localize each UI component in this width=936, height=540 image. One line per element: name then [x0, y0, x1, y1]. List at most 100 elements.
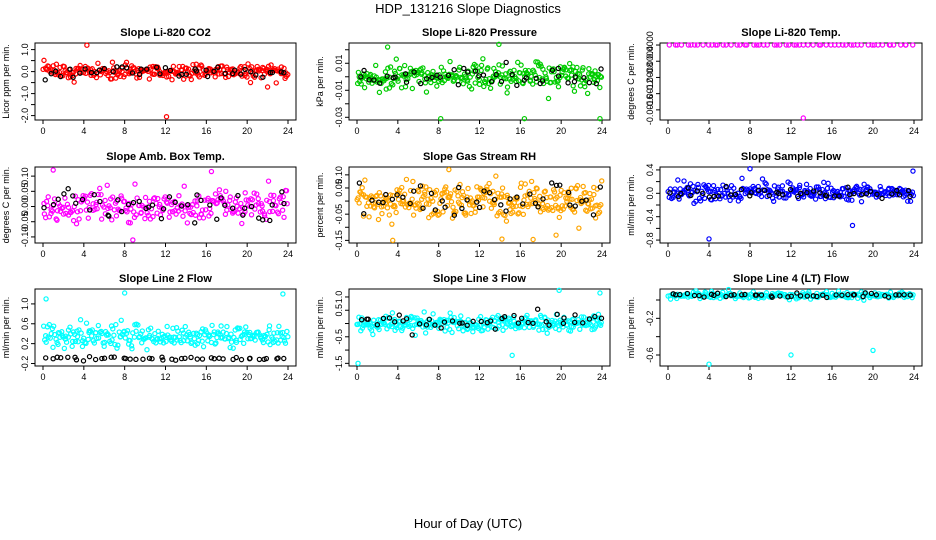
y-axis-label: ml/min per min. [626, 297, 636, 359]
outlier-point [438, 115, 444, 122]
outlier-point [556, 287, 562, 294]
data-point [500, 327, 506, 334]
data-point-secondary [696, 292, 702, 299]
data-point [241, 63, 248, 70]
data-point [124, 327, 131, 334]
data-point [371, 205, 378, 211]
data-point [485, 65, 491, 71]
data-point [483, 76, 489, 83]
data-point [562, 203, 568, 209]
data-point [386, 85, 393, 91]
data-point [854, 185, 860, 192]
data-point [521, 325, 528, 331]
data-point [146, 198, 153, 205]
data-point [770, 198, 777, 205]
data-point [907, 198, 914, 204]
data-point-secondary [238, 356, 245, 363]
data-point [423, 89, 430, 95]
outlier-point [43, 296, 49, 302]
data-point-secondary [432, 207, 439, 213]
data-point [493, 173, 499, 179]
data-point-secondary [486, 189, 493, 196]
data-point [869, 42, 875, 48]
data-point [524, 312, 530, 319]
data-point-secondary [532, 200, 539, 206]
data-point [734, 42, 740, 48]
x-tick-label: 12 [474, 249, 484, 259]
data-point [591, 191, 597, 198]
data-point [118, 193, 124, 199]
data-point-secondary [178, 355, 185, 362]
panel-5: Slope Gas Stream RH percent per min. 0 4 8 12… [315, 151, 611, 259]
data-point [410, 212, 417, 218]
data-point [166, 214, 172, 220]
x-tick-label: 8 [747, 372, 752, 382]
data-point [697, 198, 704, 204]
x-tick-label: 24 [283, 126, 293, 136]
data-point-secondary [110, 69, 116, 75]
y-tick-label: -0.8 [645, 232, 655, 248]
data-point [488, 205, 495, 211]
data-point-secondary [833, 292, 839, 298]
data-point [356, 200, 362, 206]
data-point [592, 68, 598, 74]
data-point-secondary [240, 212, 246, 218]
data-point-secondary [893, 292, 899, 298]
data-point [510, 209, 516, 215]
data-point-secondary [470, 318, 476, 325]
panel-title: Slope Li-820 CO2 [120, 27, 210, 39]
data-point [414, 315, 420, 321]
data-point [495, 312, 501, 319]
panel-8: Slope Line 3 Flow ml/min per min. 0 4 8 12 16 2… [315, 273, 611, 382]
data-point [858, 42, 864, 48]
data-point [817, 42, 824, 48]
data-point [170, 63, 177, 70]
data-point [441, 316, 447, 323]
data-point [69, 343, 75, 350]
data-point-secondary [461, 65, 467, 72]
data-point-secondary [858, 192, 865, 198]
data-point [184, 220, 191, 226]
data-point [135, 322, 141, 328]
data-point [718, 187, 724, 193]
y-tick-label: 0.0 [20, 65, 30, 78]
data-point-secondary [269, 69, 276, 76]
data-point [105, 205, 111, 212]
data-point [361, 84, 368, 91]
data-point [55, 341, 61, 348]
data-point-secondary [260, 217, 266, 223]
panel-3: Slope Li-820 Temp. degrees C per min. 0 4 8 1… [626, 27, 923, 136]
data-point-secondary [111, 354, 117, 360]
data-point [771, 42, 778, 48]
data-point-secondary [242, 66, 248, 73]
data-point-secondary [114, 64, 120, 70]
data-point [50, 344, 56, 351]
data-point-secondary [115, 197, 121, 203]
data-point [753, 42, 760, 48]
data-point [393, 56, 399, 62]
data-point [597, 84, 603, 91]
data-point [825, 180, 831, 187]
data-point-secondary [253, 72, 259, 78]
data-point [199, 326, 206, 332]
data-point-secondary [820, 292, 826, 298]
data-point [212, 191, 219, 197]
data-point-secondary [48, 71, 54, 77]
data-point [207, 205, 213, 212]
data-point [225, 202, 231, 208]
data-point [528, 178, 535, 185]
data-point [714, 42, 721, 48]
data-point [584, 208, 590, 214]
x-tick-label: 12 [786, 126, 796, 136]
data-point [192, 212, 199, 218]
data-point-secondary [889, 191, 895, 197]
data-point-secondary [501, 314, 508, 320]
data-point [216, 187, 223, 193]
data-point-secondary [533, 75, 539, 81]
data-point [840, 186, 846, 192]
data-point [791, 42, 797, 48]
data-point-secondary [366, 77, 372, 83]
data-point [228, 331, 234, 337]
data-point-secondary [804, 293, 810, 299]
data-point [242, 190, 248, 196]
